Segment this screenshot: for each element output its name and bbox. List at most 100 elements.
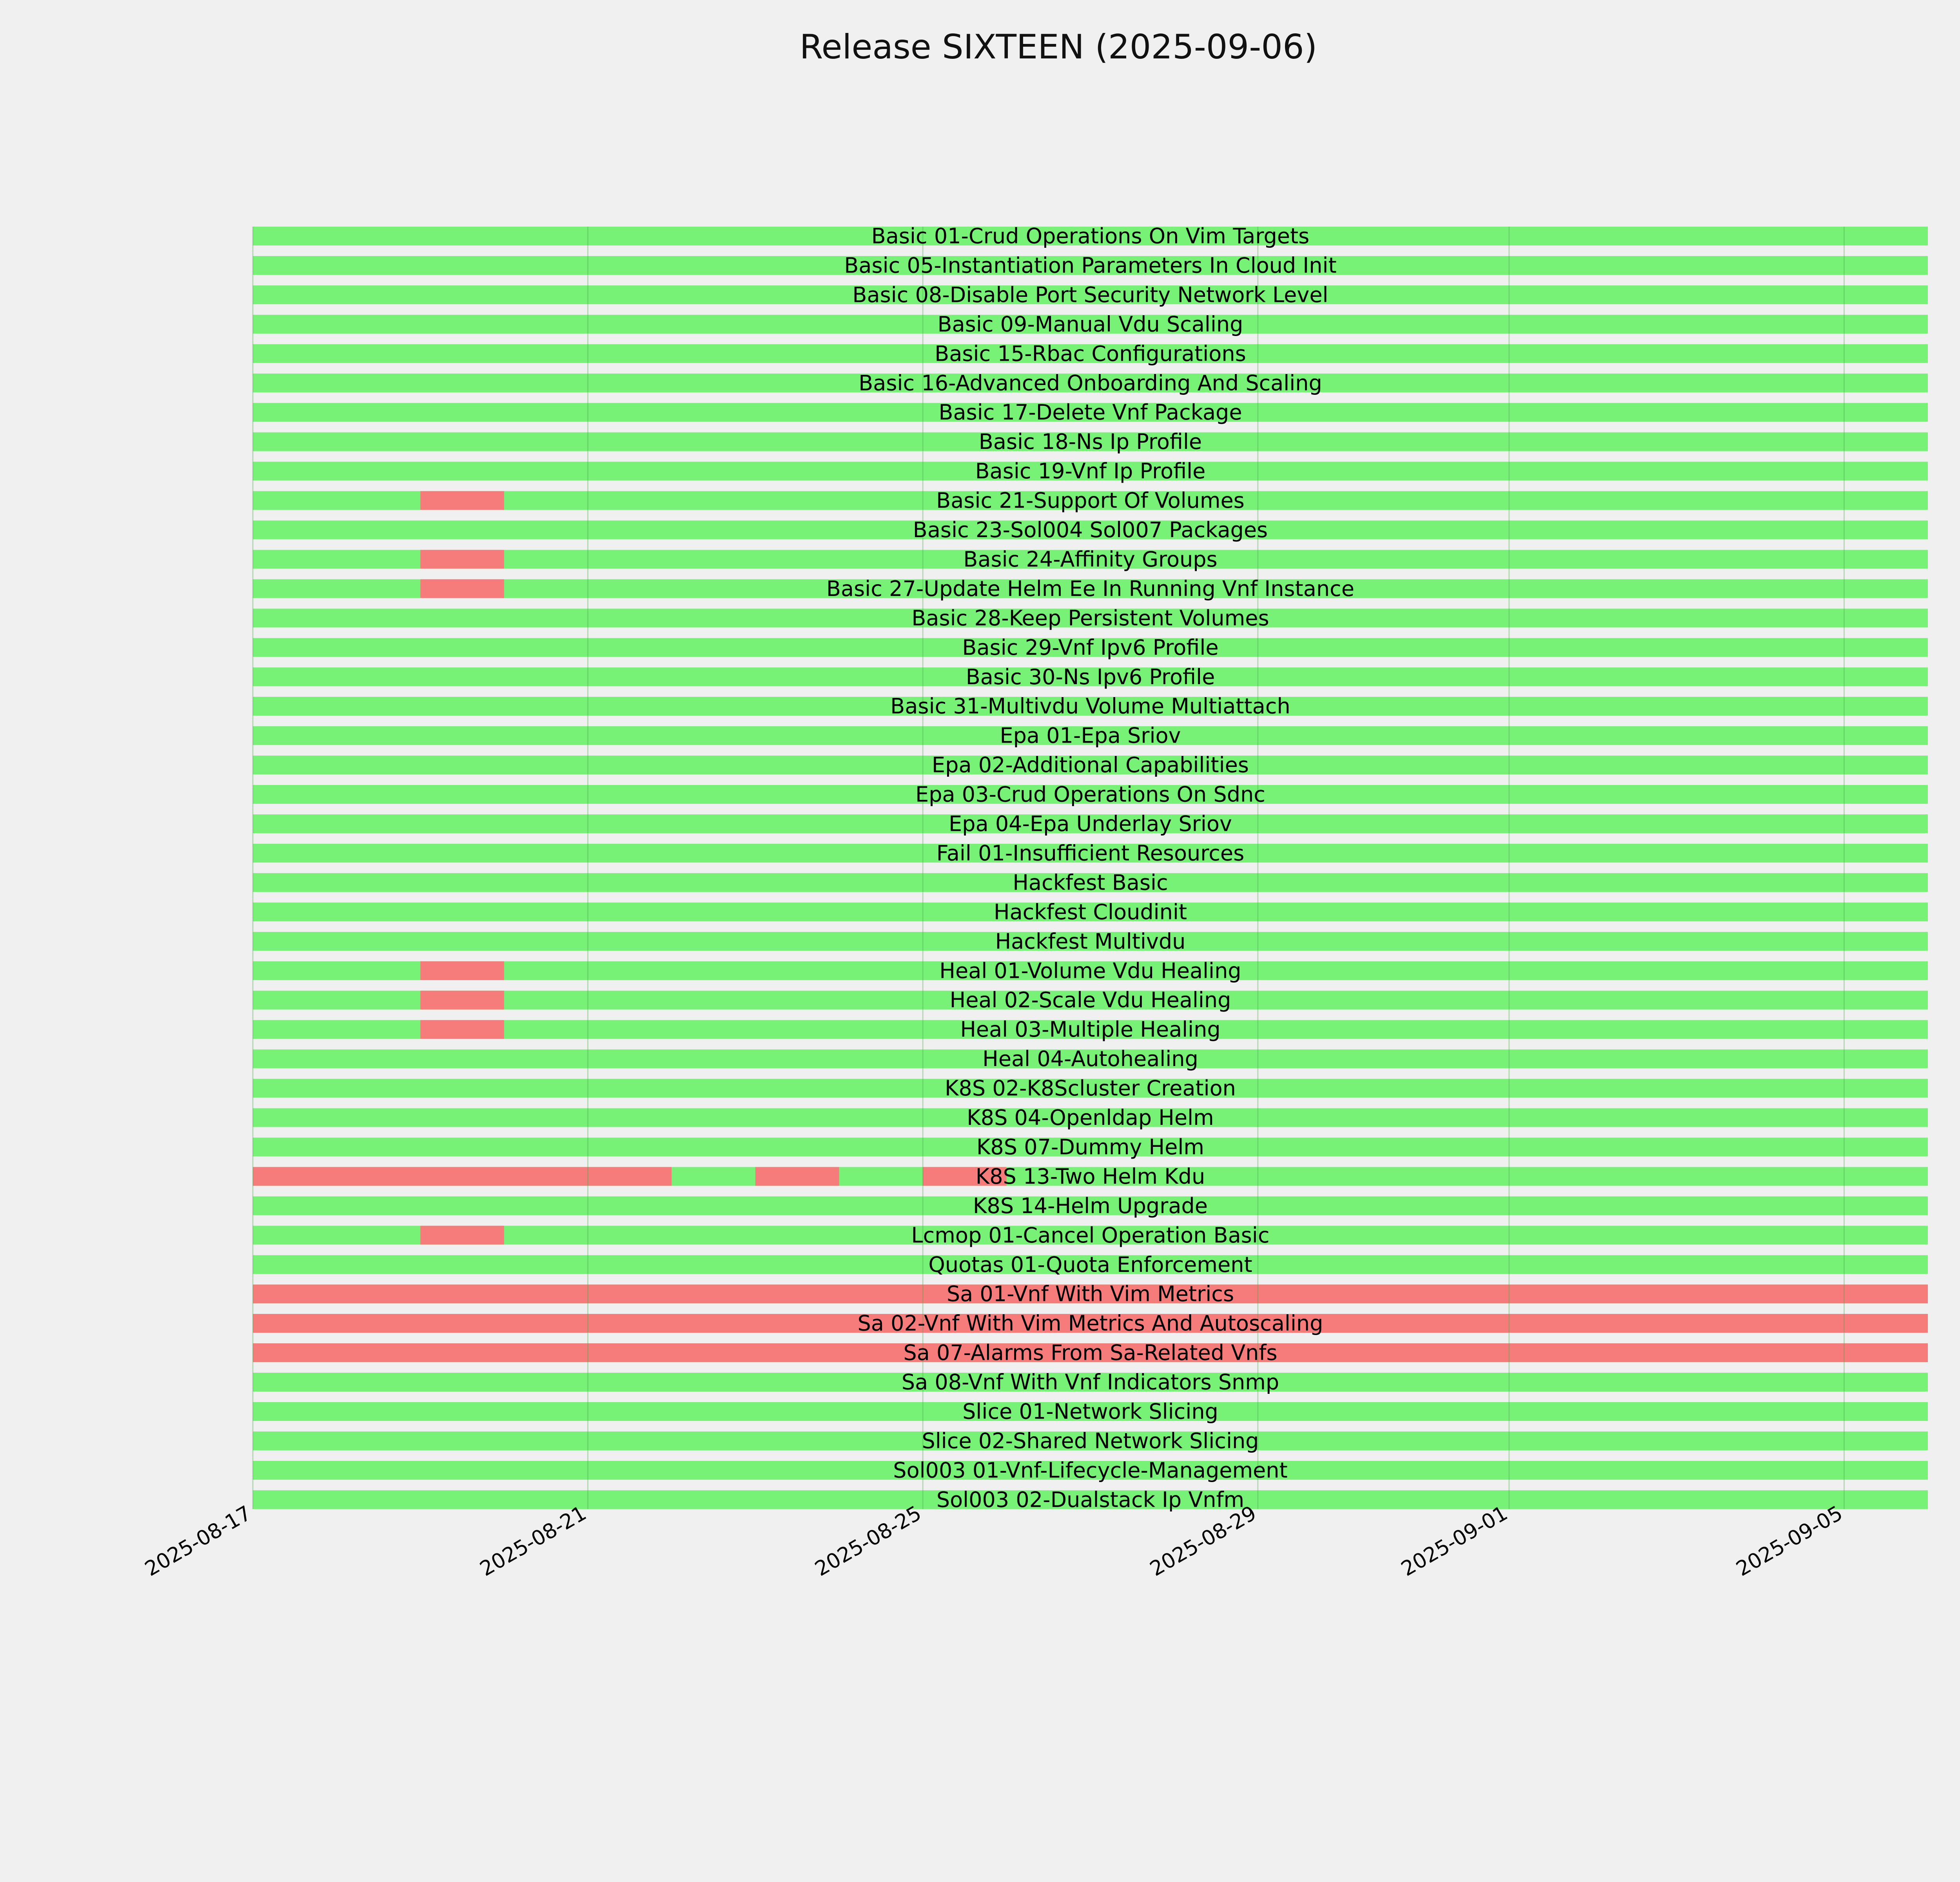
pass-bar [253,550,1928,569]
row-label: Slice 02-Shared Network Slicing [922,1428,1259,1453]
row-label: Basic 19-Vnf Ip Profile [975,459,1206,483]
fail-bar [253,1284,1928,1304]
pass-bar [253,814,1928,833]
x-tick-label: 2025-08-25 [811,1501,926,1581]
pass-bar [253,1490,1928,1509]
fail-bar [253,1167,672,1186]
fail-bar [420,550,504,569]
row-label: Basic 28-Keep Persistent Volumes [911,606,1269,630]
x-tick-label: 2025-08-17 [141,1501,256,1581]
pass-bar [253,344,1928,363]
pass-bar [253,1461,1928,1480]
row-label: Heal 02-Scale Vdu Healing [950,988,1231,1012]
row-label: Hackfest Basic [1013,870,1168,895]
row-label: Sa 08-Vnf With Vnf Indicators Snmp [902,1370,1279,1395]
pass-bar [253,697,1928,716]
fail-bar [420,491,504,510]
row-label: Basic 09-Manual Vdu Scaling [938,312,1243,336]
fail-bar [253,1314,1928,1333]
row-label: Slice 01-Network Slicing [962,1399,1218,1424]
row-label: Basic 29-Vnf Ipv6 Profile [962,635,1218,660]
row-label: Hackfest Cloudinit [994,899,1187,924]
pass-bar [253,990,1928,1010]
pass-bar [253,667,1928,687]
row-label: K8S 04-Openldap Helm [967,1105,1214,1130]
pass-bar [253,579,1928,598]
row-label: Lcmop 01-Cancel Operation Basic [911,1223,1269,1248]
row-label: Heal 03-Multiple Healing [960,1017,1220,1042]
row-label: Basic 30-Ns Ipv6 Profile [966,665,1215,689]
row-label: Sol003 02-Dualstack Ip Vnfm [936,1487,1244,1512]
pass-bar [253,1020,1928,1039]
row-label: K8S 02-K8Scluster Creation [945,1076,1236,1101]
row-label: Sa 02-Vnf With Vim Metrics And Autoscali… [858,1311,1323,1336]
pass-bar [253,432,1928,451]
row-label: K8S 07-Dummy Helm [976,1135,1204,1159]
pass-bar [253,726,1928,745]
pass-bar [253,403,1928,422]
row-label: Epa 01-Epa Sriov [1000,723,1181,748]
tick-labels-group: 2025-08-17 2025-08-21 2025-08-25 2025-08-29… [141,1501,1847,1581]
row-label: Basic 27-Update Helm Ee In Running Vnf I… [826,576,1354,601]
pass-bar [253,843,1928,863]
fail-bar [420,1020,504,1039]
pass-bar [253,1049,1928,1068]
pass-bar [253,227,1928,245]
row-label: Basic 31-Multivdu Volume Multiattach [890,694,1290,719]
row-label: Sa 01-Vnf With Vim Metrics [947,1282,1234,1306]
pass-bar [253,1108,1928,1127]
row-label: Basic 24-Affinity Groups [963,547,1217,572]
pass-bar [253,1373,1928,1392]
pass-bar [253,1226,1928,1245]
pass-bar [253,1431,1928,1450]
pass-bar [253,285,1928,304]
pass-bar [253,785,1928,804]
pass-bar [253,256,1928,275]
pass-bar [253,491,1928,510]
fail-bar [253,1343,1928,1362]
pass-bar [253,961,1928,980]
row-label: K8S 13-Two Helm Kdu [976,1164,1205,1189]
row-label: Basic 16-Advanced Onboarding And Scaling [858,371,1322,395]
pass-bar [253,373,1928,392]
pass-bar [253,1402,1928,1421]
row-label: Quotas 01-Quota Enforcement [928,1252,1252,1277]
fail-bar [420,961,504,980]
row-label: Epa 04-Epa Underlay Sriov [949,812,1232,836]
fail-bar [420,1226,504,1245]
row-label: Basic 21-Support Of Volumes [936,488,1245,513]
grid-group [252,227,1845,1509]
x-tick-label: 2025-09-01 [1397,1501,1512,1581]
row-label: Heal 04-Autohealing [982,1046,1198,1071]
x-tick-label: 2025-08-21 [476,1501,590,1581]
pass-bar [253,873,1928,892]
pass-bar [253,756,1928,775]
row-label: Sa 07-Alarms From Sa-Related Vnfs [903,1341,1277,1365]
x-tick-label: 2025-09-05 [1732,1501,1847,1581]
row-label: Epa 03-Crud Operations On Sdnc [915,782,1265,807]
row-label: Basic 05-Instantiation Parameters In Clo… [844,253,1336,278]
row-label: Basic 01-Crud Operations On Vim Targets [871,224,1310,249]
pass-bar [253,609,1928,628]
pass-bar [253,314,1928,334]
row-label: Basic 18-Ns Ip Profile [979,429,1202,454]
chart-title: Release SIXTEEN (2025-09-06) [799,27,1318,67]
bars-group [253,227,1928,1509]
row-labels-group: Basic 01-Crud Operations On Vim Targets B… [826,224,1354,1512]
fail-bar [420,579,504,598]
pass-bar [253,461,1928,481]
row-label: K8S 14-Helm Upgrade [973,1194,1208,1218]
row-label: Basic 08-Disable Port Security Network L… [852,282,1328,307]
pass-bar [253,1255,1928,1274]
pass-bar [253,638,1928,657]
row-label: Heal 01-Volume Vdu Healing [939,958,1241,983]
fail-bar [923,1167,1007,1186]
pass-bar [253,932,1928,951]
row-label: Hackfest Multivdu [995,929,1186,954]
pass-bar [253,1079,1928,1098]
fail-bar [420,990,504,1010]
row-label: Basic 15-Rbac Configurations [935,341,1246,366]
row-label: Fail 01-Insufficient Resources [936,841,1245,865]
